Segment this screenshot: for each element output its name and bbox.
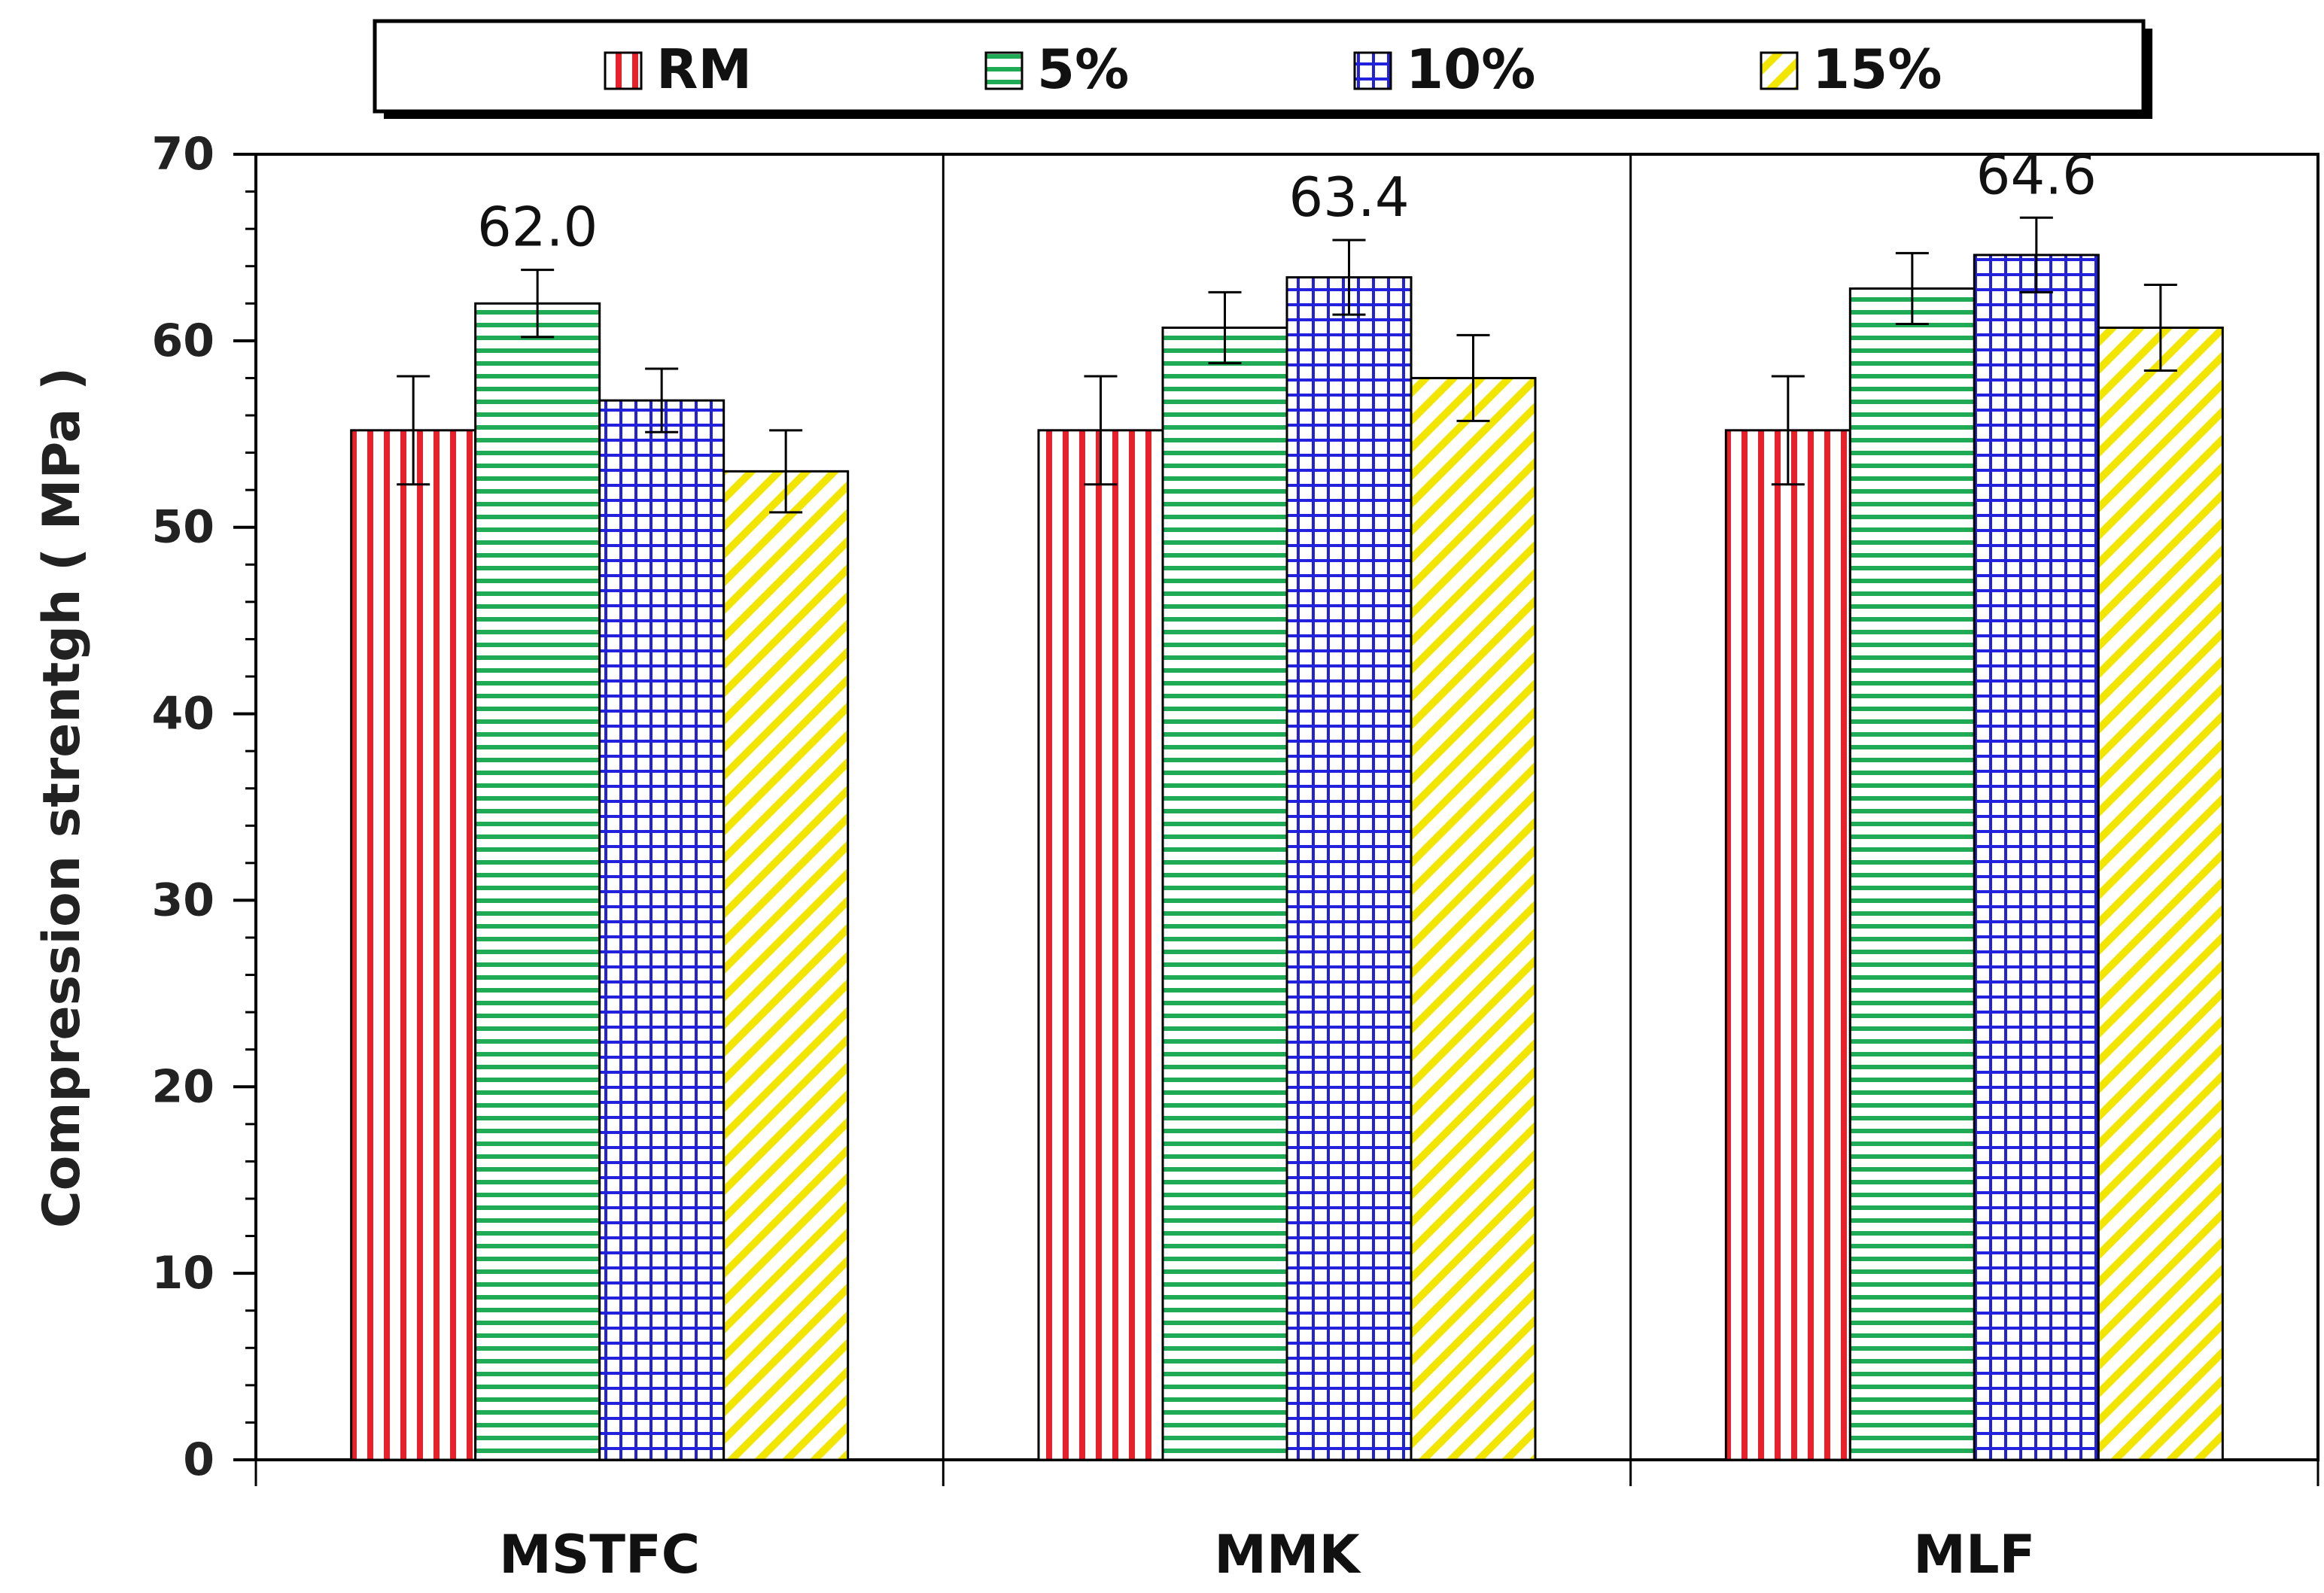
y-tick-label: 30 [152, 874, 215, 926]
legend-item-5pct: 5% [984, 38, 1129, 101]
bar [598, 399, 725, 1461]
value-label: 63.4 [1288, 166, 1409, 229]
bar [1724, 429, 1851, 1461]
y-tick-label: 50 [152, 501, 215, 554]
category-dividers [254, 154, 2319, 1486]
bar [1973, 254, 2100, 1461]
legend-label-10pct: 10% [1406, 38, 1535, 101]
legend-swatch-10pct [1353, 51, 1392, 90]
bar [1285, 276, 1413, 1461]
legend-label-15pct: 15% [1812, 38, 1942, 101]
legend-label-rm: RM [656, 38, 752, 101]
bar [2097, 327, 2224, 1461]
legend-item-10pct: 10% [1353, 38, 1535, 101]
legend-swatch-5pct [984, 51, 1024, 90]
bar [1410, 376, 1537, 1461]
y-tick-label: 70 [152, 128, 215, 181]
bar [474, 302, 601, 1461]
y-axis: 0 10 20 30 40 50 60 70 [152, 128, 256, 1486]
bar [350, 429, 477, 1461]
bar [1161, 327, 1288, 1461]
value-label: 62.0 [477, 196, 598, 259]
legend-label-5pct: 5% [1037, 38, 1129, 101]
y-tick-label: 20 [152, 1060, 215, 1113]
y-tick-label: 10 [152, 1247, 215, 1300]
legend-item-rm: RM [604, 38, 752, 101]
y-tick-label: 0 [183, 1433, 214, 1486]
legend: RM 5% 10% 15% [373, 19, 2152, 119]
legend-swatch-15pct [1760, 51, 1799, 90]
x-category-label: MSTFC [499, 1524, 700, 1585]
bar [1848, 287, 1976, 1461]
legend-swatch-rm [604, 51, 643, 90]
category-labels: MSTFC MMK MLF [499, 1524, 2035, 1585]
value-label: 64.6 [1976, 143, 2097, 206]
x-category-label: MLF [1913, 1524, 2035, 1585]
y-axis-title: Compression strentgh ( MPa ) [32, 367, 92, 1228]
bars [350, 254, 2224, 1461]
legend-item-15pct: 15% [1760, 38, 1942, 101]
x-category-label: MMK [1214, 1524, 1361, 1585]
error-bars [397, 216, 2177, 514]
y-tick-label: 60 [152, 315, 215, 367]
value-annotations: 62.0 63.4 64.6 [477, 143, 2097, 258]
y-tick-label: 40 [152, 688, 215, 740]
bar [722, 470, 850, 1461]
bar [1037, 429, 1164, 1461]
